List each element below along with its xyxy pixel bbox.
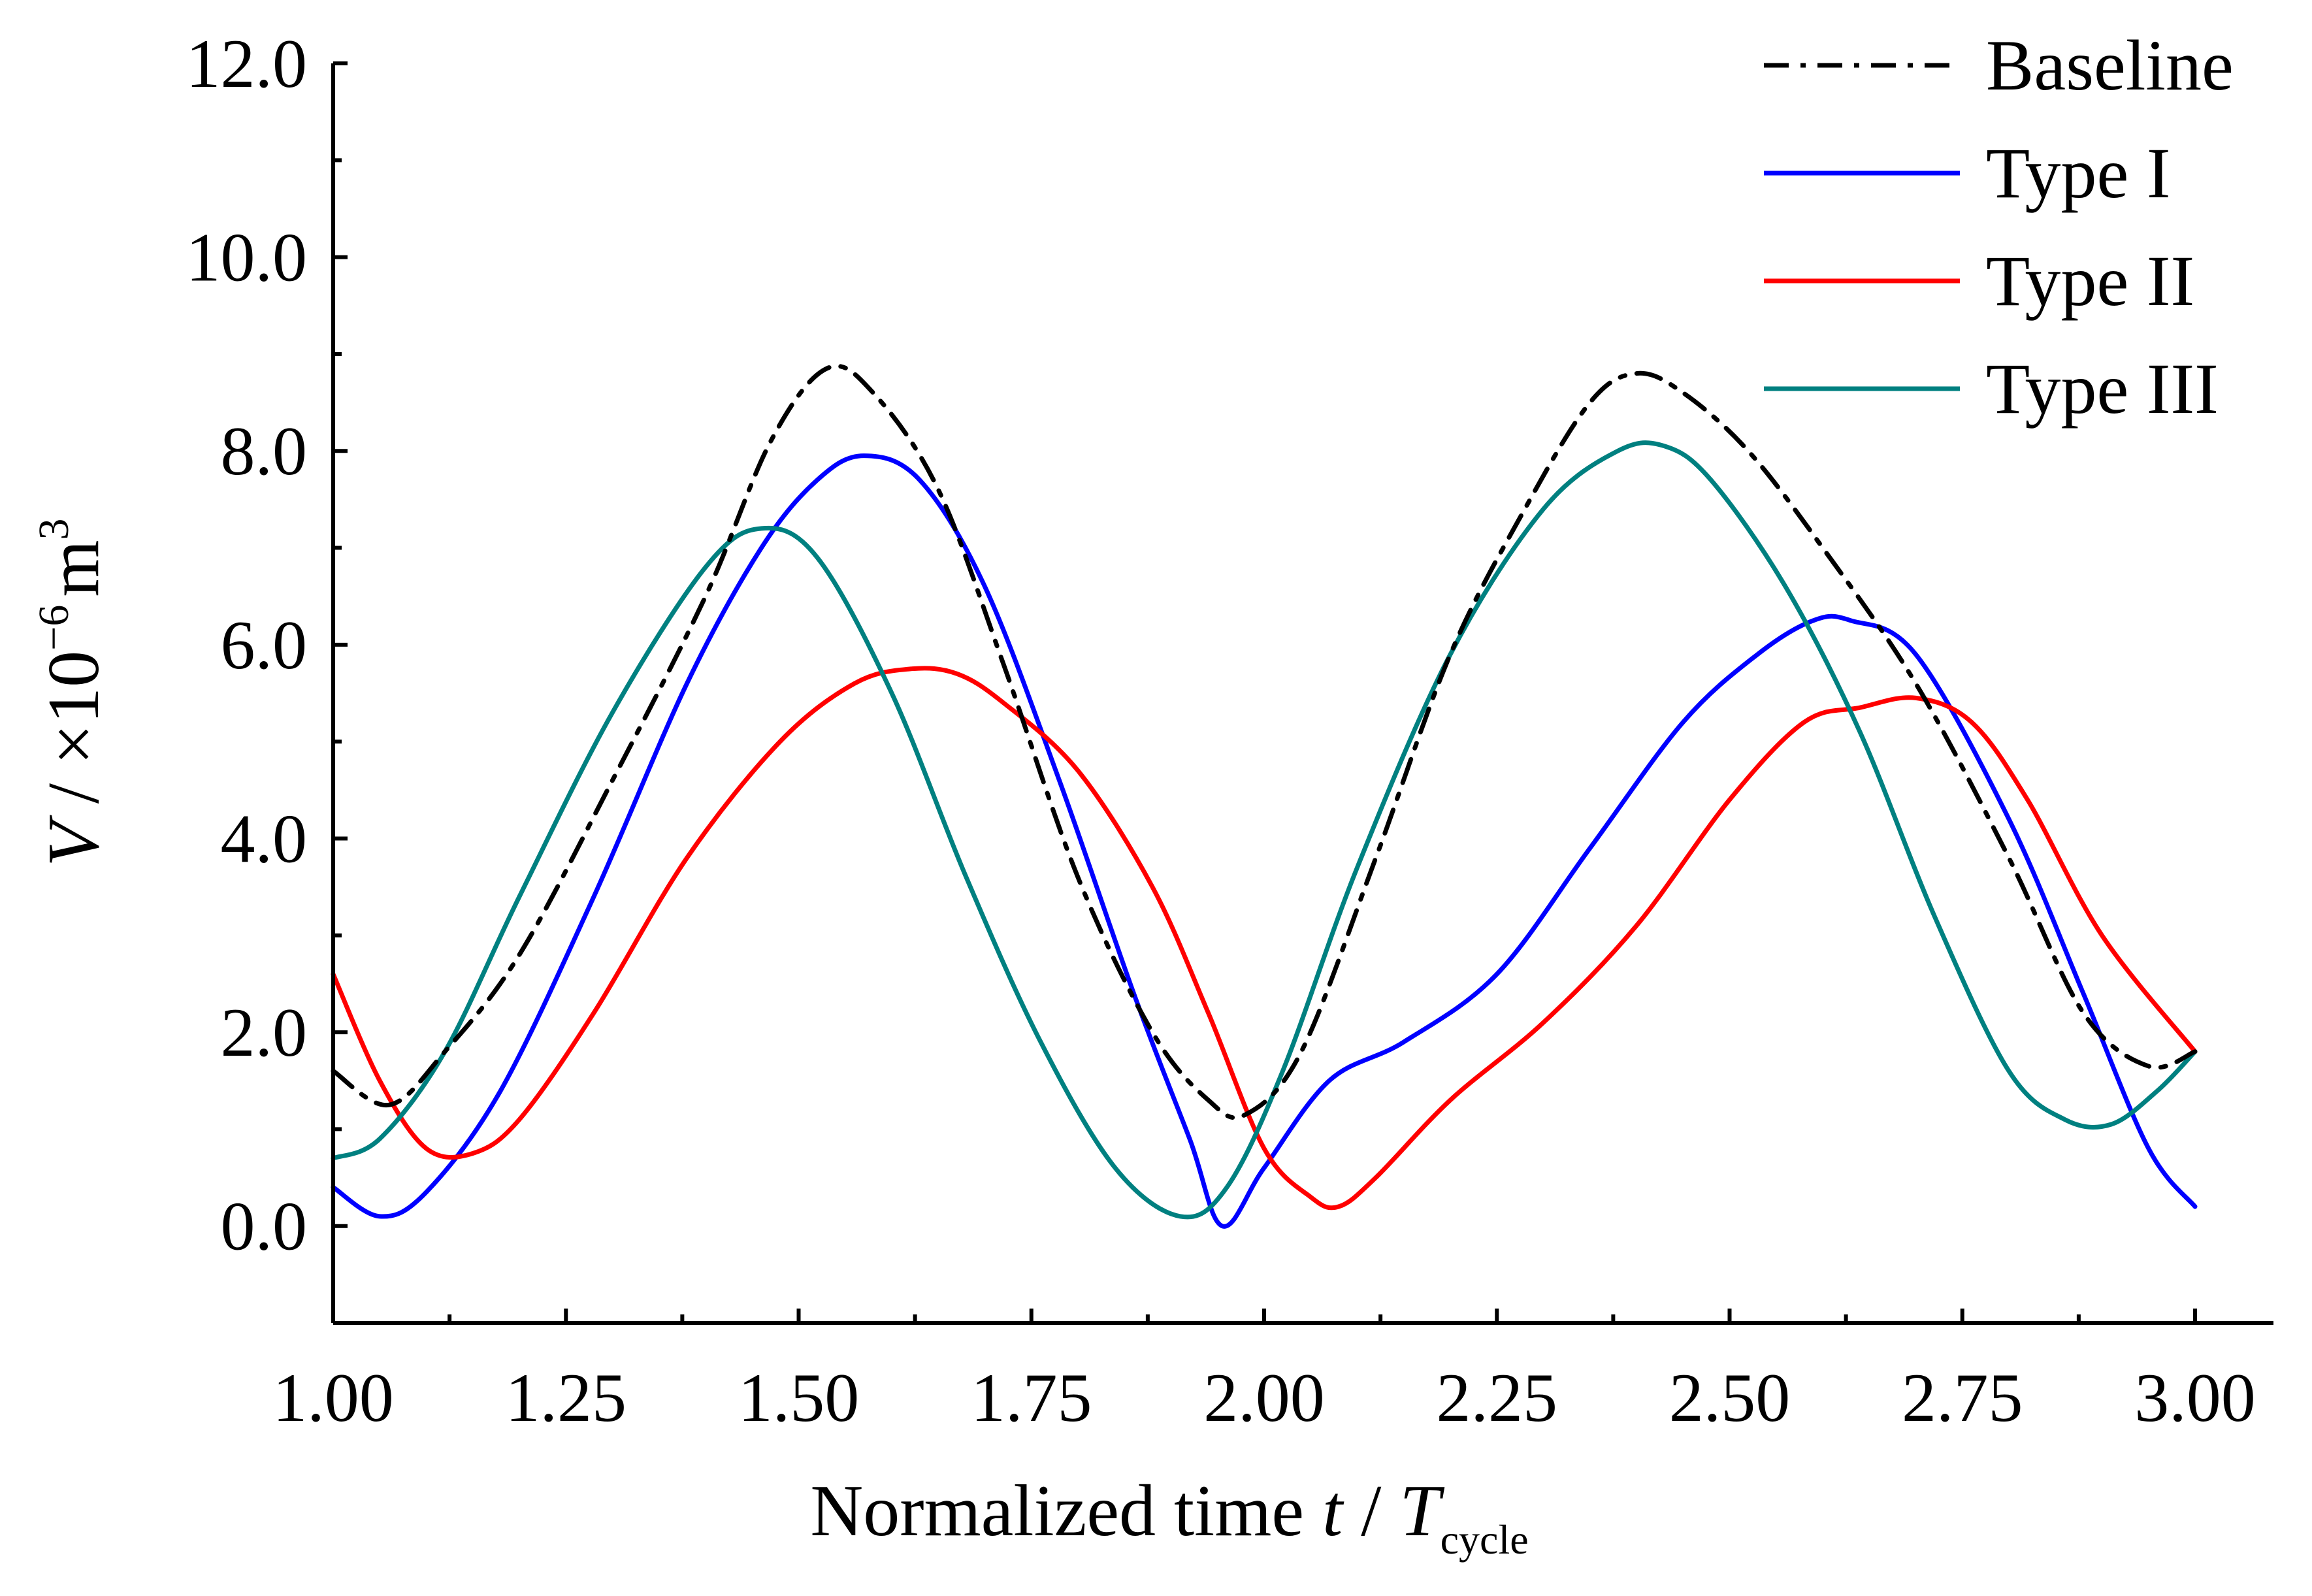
- x-tick-label: 1.25: [506, 1360, 627, 1436]
- x-tick-label: 2.00: [1203, 1360, 1325, 1436]
- y-axis-title-unit: ×10: [33, 651, 114, 765]
- x-axis-title: Normalized time t / Tcycle: [810, 1471, 1528, 1563]
- legend-label-type-ii: Type II: [1986, 241, 2194, 321]
- y-tick-label: 8.0: [221, 413, 308, 489]
- y-tick-label: 10.0: [186, 220, 308, 296]
- y-ticks: 0.0 2.0 4.0 6.0 8.0 10.0 12.0: [186, 25, 348, 1325]
- legend-label-baseline: Baseline: [1986, 25, 2234, 105]
- y-tick-label: 2.0: [221, 994, 308, 1071]
- y-tick-label: 0.0: [221, 1188, 308, 1265]
- y-axis-title-exp2: 3: [30, 518, 78, 540]
- series-layer: [331, 363, 2198, 1229]
- x-tick-label: 2.25: [1437, 1360, 1558, 1436]
- x-axis-title-denom: T: [1399, 1471, 1444, 1552]
- y-axis-title: V / ×10−6 m3: [30, 518, 114, 866]
- x-tick-label: 1.50: [738, 1360, 860, 1436]
- y-axis-title-exp: −6: [30, 605, 78, 651]
- x-axis-title-sep: /: [1361, 1471, 1382, 1552]
- series-line-type-i: [331, 453, 2198, 1229]
- x-tick-label: 1.00: [272, 1360, 394, 1436]
- y-tick-label: 4.0: [221, 800, 308, 877]
- y-axis-title-var: V: [33, 815, 114, 867]
- x-axis-title-main: Normalized time: [810, 1471, 1304, 1552]
- x-axis-title-var: t: [1322, 1471, 1344, 1552]
- legend-label-type-i: Type I: [1986, 133, 2170, 213]
- series-line-type-ii: [331, 666, 2198, 1211]
- y-tick-label: 12.0: [186, 25, 308, 102]
- legend: Baseline Type I Type II Type III: [1764, 25, 2234, 429]
- y-axis-title-unit2: m: [33, 540, 114, 596]
- series-line-baseline: [331, 363, 2198, 1120]
- legend-label-type-iii: Type III: [1986, 349, 2219, 429]
- y-axis-title-sep: /: [33, 783, 114, 804]
- x-tick-label: 3.00: [2134, 1360, 2256, 1436]
- x-axis-title-denom-sub: cycle: [1441, 1516, 1529, 1563]
- x-tick-label: 1.75: [971, 1360, 1092, 1436]
- x-ticks: 1.00 1.25 1.50 1.75 2.00 2.25 2.50 2.75 3.00: [272, 1309, 2256, 1436]
- x-tick-label: 2.50: [1669, 1360, 1791, 1436]
- y-tick-label: 6.0: [221, 607, 308, 683]
- series-line-type-iii: [331, 440, 2198, 1220]
- x-tick-label: 2.75: [1902, 1360, 2023, 1436]
